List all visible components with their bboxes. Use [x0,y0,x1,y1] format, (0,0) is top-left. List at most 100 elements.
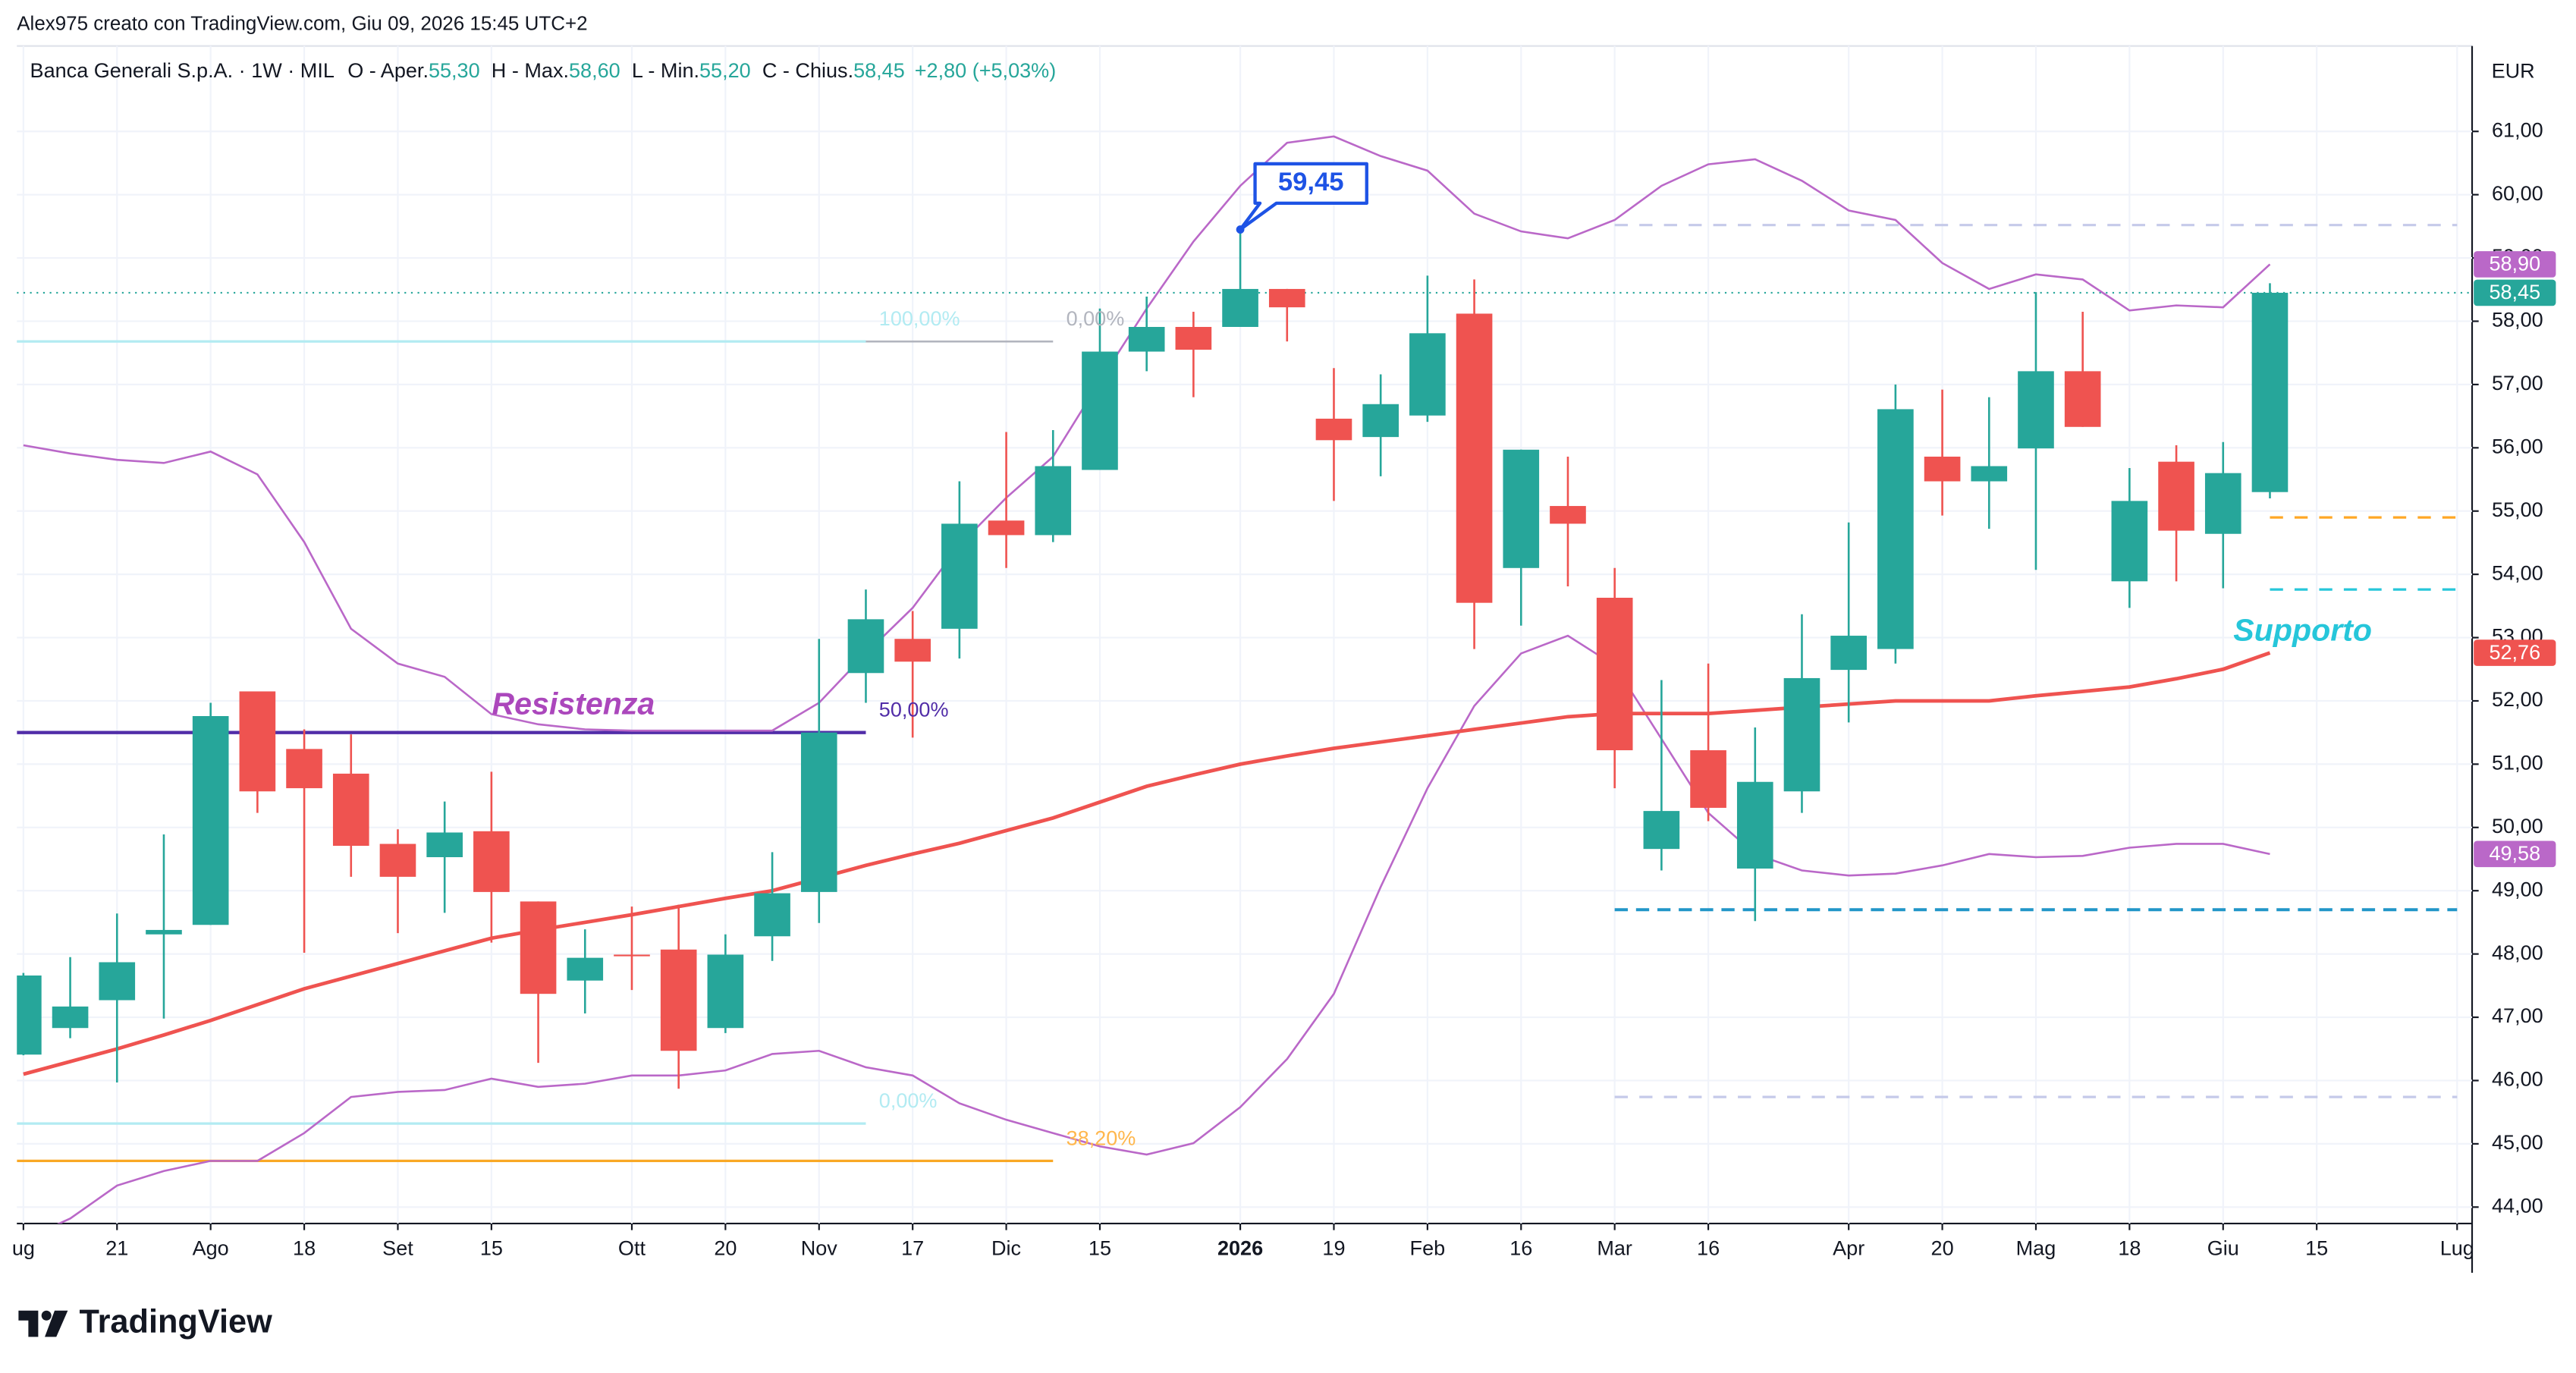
x-tick-label: Dic [991,1237,1021,1260]
level-label: 100,00% [879,307,960,330]
x-tick-label: 16 [1697,1237,1720,1260]
x-tick-label: 21 [105,1237,128,1260]
candle-body [426,832,463,858]
x-tick-label: 19 [1322,1237,1345,1260]
candle-body [1175,326,1212,350]
brand-logo [18,1310,68,1337]
price-tag [2474,251,2556,278]
symbol: Banca Generali S.p.A. · 1W · MIL [30,59,335,82]
x-tick-label: 17 [901,1237,924,1260]
candle-body [239,691,276,792]
y-tick-label: 48,00 [2492,941,2543,964]
candle-body [1924,456,1961,482]
x-tick-label: 18 [293,1237,316,1260]
ohlc-label: O - Aper. [347,59,429,82]
candle-body [146,929,182,935]
ohlc-value: 58,45 [853,59,905,82]
x-tick-label: 15 [480,1237,503,1260]
x-tick-label: Apr [1833,1237,1864,1260]
x-tick-label: Mag [2016,1237,2056,1260]
price-tag [2474,639,2556,666]
ohlc-label: H - Max. [492,59,569,82]
y-tick-label: 57,00 [2492,372,2543,394]
candle-body [707,954,744,1029]
ohlc-value: 55,20 [699,59,751,82]
y-tick-label: 56,00 [2492,435,2543,457]
candle-body [1830,636,1867,671]
candle-body [1128,326,1165,352]
candle-body [1456,313,1493,603]
y-tick-label: 60,00 [2492,182,2543,205]
candle-body [847,619,884,674]
y-tick-label: 47,00 [2492,1004,2543,1027]
candle-body [52,1006,89,1029]
price-tag-label: 49,58 [2489,842,2540,865]
candle-body [2158,461,2194,531]
candle-body [2251,292,2289,492]
candle-body [988,520,1025,536]
logo-part [45,1310,68,1337]
logo-part [18,1310,39,1337]
candle-body [1783,677,1820,792]
x-tick-label: Mar [1597,1237,1632,1260]
candle-body [1503,449,1540,568]
grid: 44,00 45,00 46,00 47,00 48,00 49,00 50,00 51,00… [12,46,2543,1260]
x-tick-label: 20 [1931,1237,1954,1260]
x-tick-label: Lug [2440,1237,2474,1260]
candle-body [614,954,650,957]
ohlc-label: C - Chius. [762,59,853,82]
x-tick-label: Set [382,1237,413,1260]
candle-body [1550,506,1586,524]
x-tick-label: 18 [2118,1237,2141,1260]
candle-body [473,831,510,892]
change: +2,80 (+5,03%) [915,59,1056,82]
x-tick-label: 20 [714,1237,737,1260]
candle-body [520,901,557,994]
plot [17,135,2473,1224]
price-tag-label: 52,76 [2489,641,2540,664]
candle-body [1596,598,1633,751]
level-label: 0,00% [1067,307,1125,330]
x-tick-label: 15 [2305,1237,2328,1260]
y-tick-label: 49,00 [2492,878,2543,900]
indicator-line [56,634,2270,1224]
candle-body [17,975,42,1055]
candle-body [2018,371,2054,449]
level-label: 50,00% [879,699,949,721]
candle-body [1222,288,1258,327]
candle-body [1690,750,1726,808]
price-tag [2474,279,2556,306]
candle-body [1035,466,1072,536]
candle-body [800,732,837,892]
candle-body [1362,404,1399,438]
level-label: 0,00% [879,1089,938,1112]
y-tick-label: 55,00 [2492,498,2543,521]
annotation: Supporto [2233,613,2372,648]
overlay: 0,00% 100,00% 50,00% 0,00% 38,20% Resistenza S… [492,162,2556,1149]
logo-part [41,1310,52,1321]
x-tick-label: Nov [801,1237,838,1260]
brand: TradingView [80,1303,273,1340]
price-tag-label: 58,45 [2489,281,2540,303]
x-tick-label: Giu [2207,1237,2239,1260]
credit: Alex975 creato con TradingView.com, Giu … [17,11,587,34]
candle-body [99,962,136,1001]
y-tick-label: 46,00 [2492,1068,2543,1091]
ohlc-value: 55,30 [429,59,480,82]
y-tick-label: 45,00 [2492,1131,2543,1154]
candle-body [660,949,697,1051]
callout-label: 59,45 [1278,168,1344,196]
candle-body [1409,333,1446,416]
candle-body [1736,781,1773,869]
candle-body [1971,466,2008,482]
candle-body [1082,351,1118,470]
annotation: Resistenza [492,686,655,721]
y-tick-label: 52,00 [2492,688,2543,711]
candle-body [1877,409,1914,649]
price-tag-label: 58,90 [2489,253,2540,275]
currency: EUR [2492,59,2535,82]
legend: Banca Generali S.p.A. · 1W · MIL O - Aper… [30,59,1057,82]
x-tick-label: Feb [1410,1237,1446,1260]
